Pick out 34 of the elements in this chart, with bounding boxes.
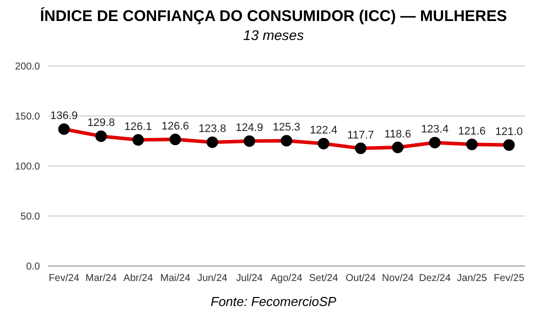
text: 118.6 — [384, 128, 412, 140]
x-tick-label: Mar/24 — [86, 273, 118, 284]
x-tick-label: Dez/24 — [418, 273, 452, 284]
y-tick-label: 200.0 — [14, 62, 40, 73]
y-tick-label: 150.0 — [14, 112, 40, 123]
text: 124.9 — [236, 122, 264, 134]
x-tick-label: Abr/24 — [123, 273, 154, 284]
x-tick-label: Mai/24 — [160, 273, 191, 284]
x-tick-label: Jul/24 — [236, 273, 264, 284]
source-note: Fonte: FecomercioSP — [210, 294, 338, 309]
x-tick-label: Fev/24 — [48, 273, 80, 284]
text: 117.7 — [347, 129, 374, 142]
x-tick-label: Set/24 — [309, 273, 338, 284]
x-tick-label: Out/24 — [346, 273, 376, 284]
text: 125.3 — [272, 122, 300, 134]
text: 122.4 — [310, 124, 338, 137]
y-tick-label: 50.0 — [20, 212, 40, 223]
text: 121.0 — [495, 126, 523, 138]
text: 126.1 — [124, 120, 152, 133]
y-tick-label: 100.0 — [14, 162, 40, 173]
text: 123.8 — [198, 123, 226, 136]
chart-subtitle: 13 meses — [242, 26, 305, 44]
x-tick-label: Ago/24 — [270, 273, 303, 284]
x-tick-label: Nov/24 — [382, 273, 414, 284]
y-tick-label: 0.0 — [26, 262, 40, 273]
x-tick-label: Jan/25 — [456, 273, 488, 284]
text: 121.6 — [458, 125, 486, 138]
text: 123.4 — [421, 124, 449, 136]
text: 129.8 — [87, 117, 115, 130]
text: 126.6 — [161, 120, 190, 132]
text: 136.9 — [50, 110, 78, 122]
chart-title: ÍNDICE DE CONFIANÇA DO CONSUMIDOR (ICC) — MULHERES — [38, 8, 508, 26]
x-tick-label: Fev/25 — [494, 273, 525, 284]
x-tick-label: Jun/24 — [197, 273, 228, 284]
